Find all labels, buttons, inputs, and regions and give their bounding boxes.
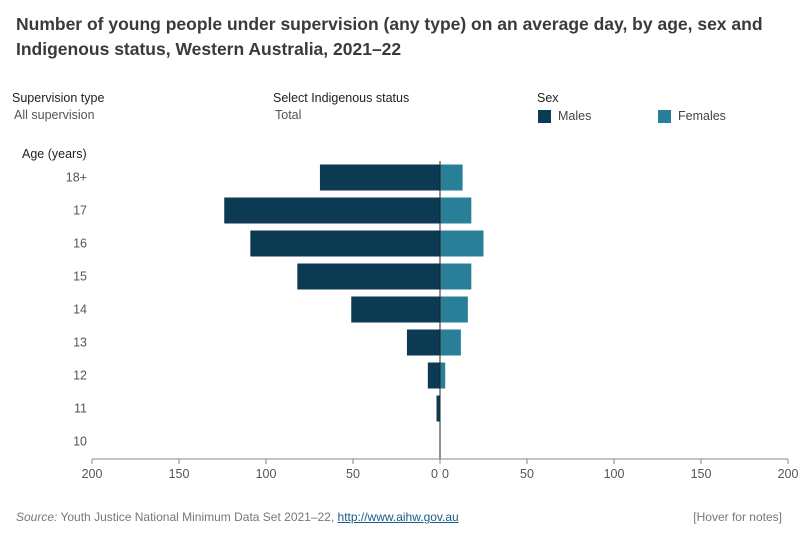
- age-tick-label: 18+: [66, 171, 87, 185]
- source-label: Source:: [16, 510, 58, 524]
- legend-label-females: Females: [678, 109, 726, 123]
- female-bar: [440, 362, 446, 389]
- x-tick-label-left: 150: [169, 467, 190, 481]
- female-bar: [440, 230, 484, 257]
- legend-title: Sex: [537, 91, 559, 105]
- indigenous-status-select[interactable]: Total: [275, 108, 302, 122]
- male-bar: [427, 362, 440, 389]
- female-bar: [440, 329, 461, 356]
- indigenous-status-label: Select Indigenous status: [273, 91, 410, 105]
- hover-notes-button[interactable]: [Hover for notes]: [693, 510, 782, 524]
- age-tick-label: 12: [73, 369, 87, 383]
- x-tick-label-right: 0: [442, 467, 449, 481]
- y-axis-title: Age (years): [22, 147, 87, 161]
- female-bar: [440, 164, 463, 191]
- x-tick-label-left: 50: [346, 467, 360, 481]
- age-tick-label: 11: [74, 402, 87, 416]
- age-tick-label: 13: [73, 336, 87, 350]
- age-tick-label: 14: [73, 303, 87, 317]
- x-tick-label-right: 200: [778, 467, 799, 481]
- source-text: Youth Justice National Minimum Data Set …: [57, 510, 338, 524]
- females-swatch: [658, 109, 671, 123]
- x-tick-label-right: 50: [520, 467, 534, 481]
- source-link[interactable]: http://www.aihw.gov.au: [337, 510, 459, 524]
- male-bar: [297, 263, 440, 290]
- x-tick-label-left: 200: [82, 467, 103, 481]
- chart-title: Number of young people under supervision…: [16, 14, 763, 59]
- male-bar: [406, 329, 440, 356]
- legend-item-males[interactable]: Males: [538, 109, 591, 123]
- male-bar: [319, 164, 440, 191]
- male-bar: [351, 296, 440, 323]
- male-bar: [436, 395, 440, 422]
- age-tick-label: 16: [73, 237, 87, 251]
- age-tick-label: 17: [73, 204, 87, 218]
- female-bar: [440, 296, 468, 323]
- age-tick-label: 15: [73, 270, 87, 284]
- x-tick-label-right: 150: [691, 467, 712, 481]
- x-tick-label-left: 100: [256, 467, 277, 481]
- legend-item-females[interactable]: Females: [658, 109, 726, 123]
- supervision-type-select[interactable]: All supervision: [14, 108, 95, 122]
- female-bar: [440, 197, 472, 224]
- male-bar: [250, 230, 440, 257]
- age-tick-label: 10: [73, 435, 87, 449]
- x-tick-label-left: 0: [431, 467, 438, 481]
- males-swatch: [538, 109, 551, 123]
- female-bar: [440, 263, 472, 290]
- butterfly-bar-chart: Age (years) 18+ 17 16 15 14 13 12 11 10 200 150 100 5…: [22, 147, 799, 481]
- legend-label-males: Males: [558, 109, 592, 123]
- x-tick-label-right: 100: [604, 467, 625, 481]
- source-footer: Source: Youth Justice National Minimum D…: [16, 510, 459, 524]
- supervision-type-label: Supervision type: [12, 91, 105, 105]
- male-bar: [224, 197, 440, 224]
